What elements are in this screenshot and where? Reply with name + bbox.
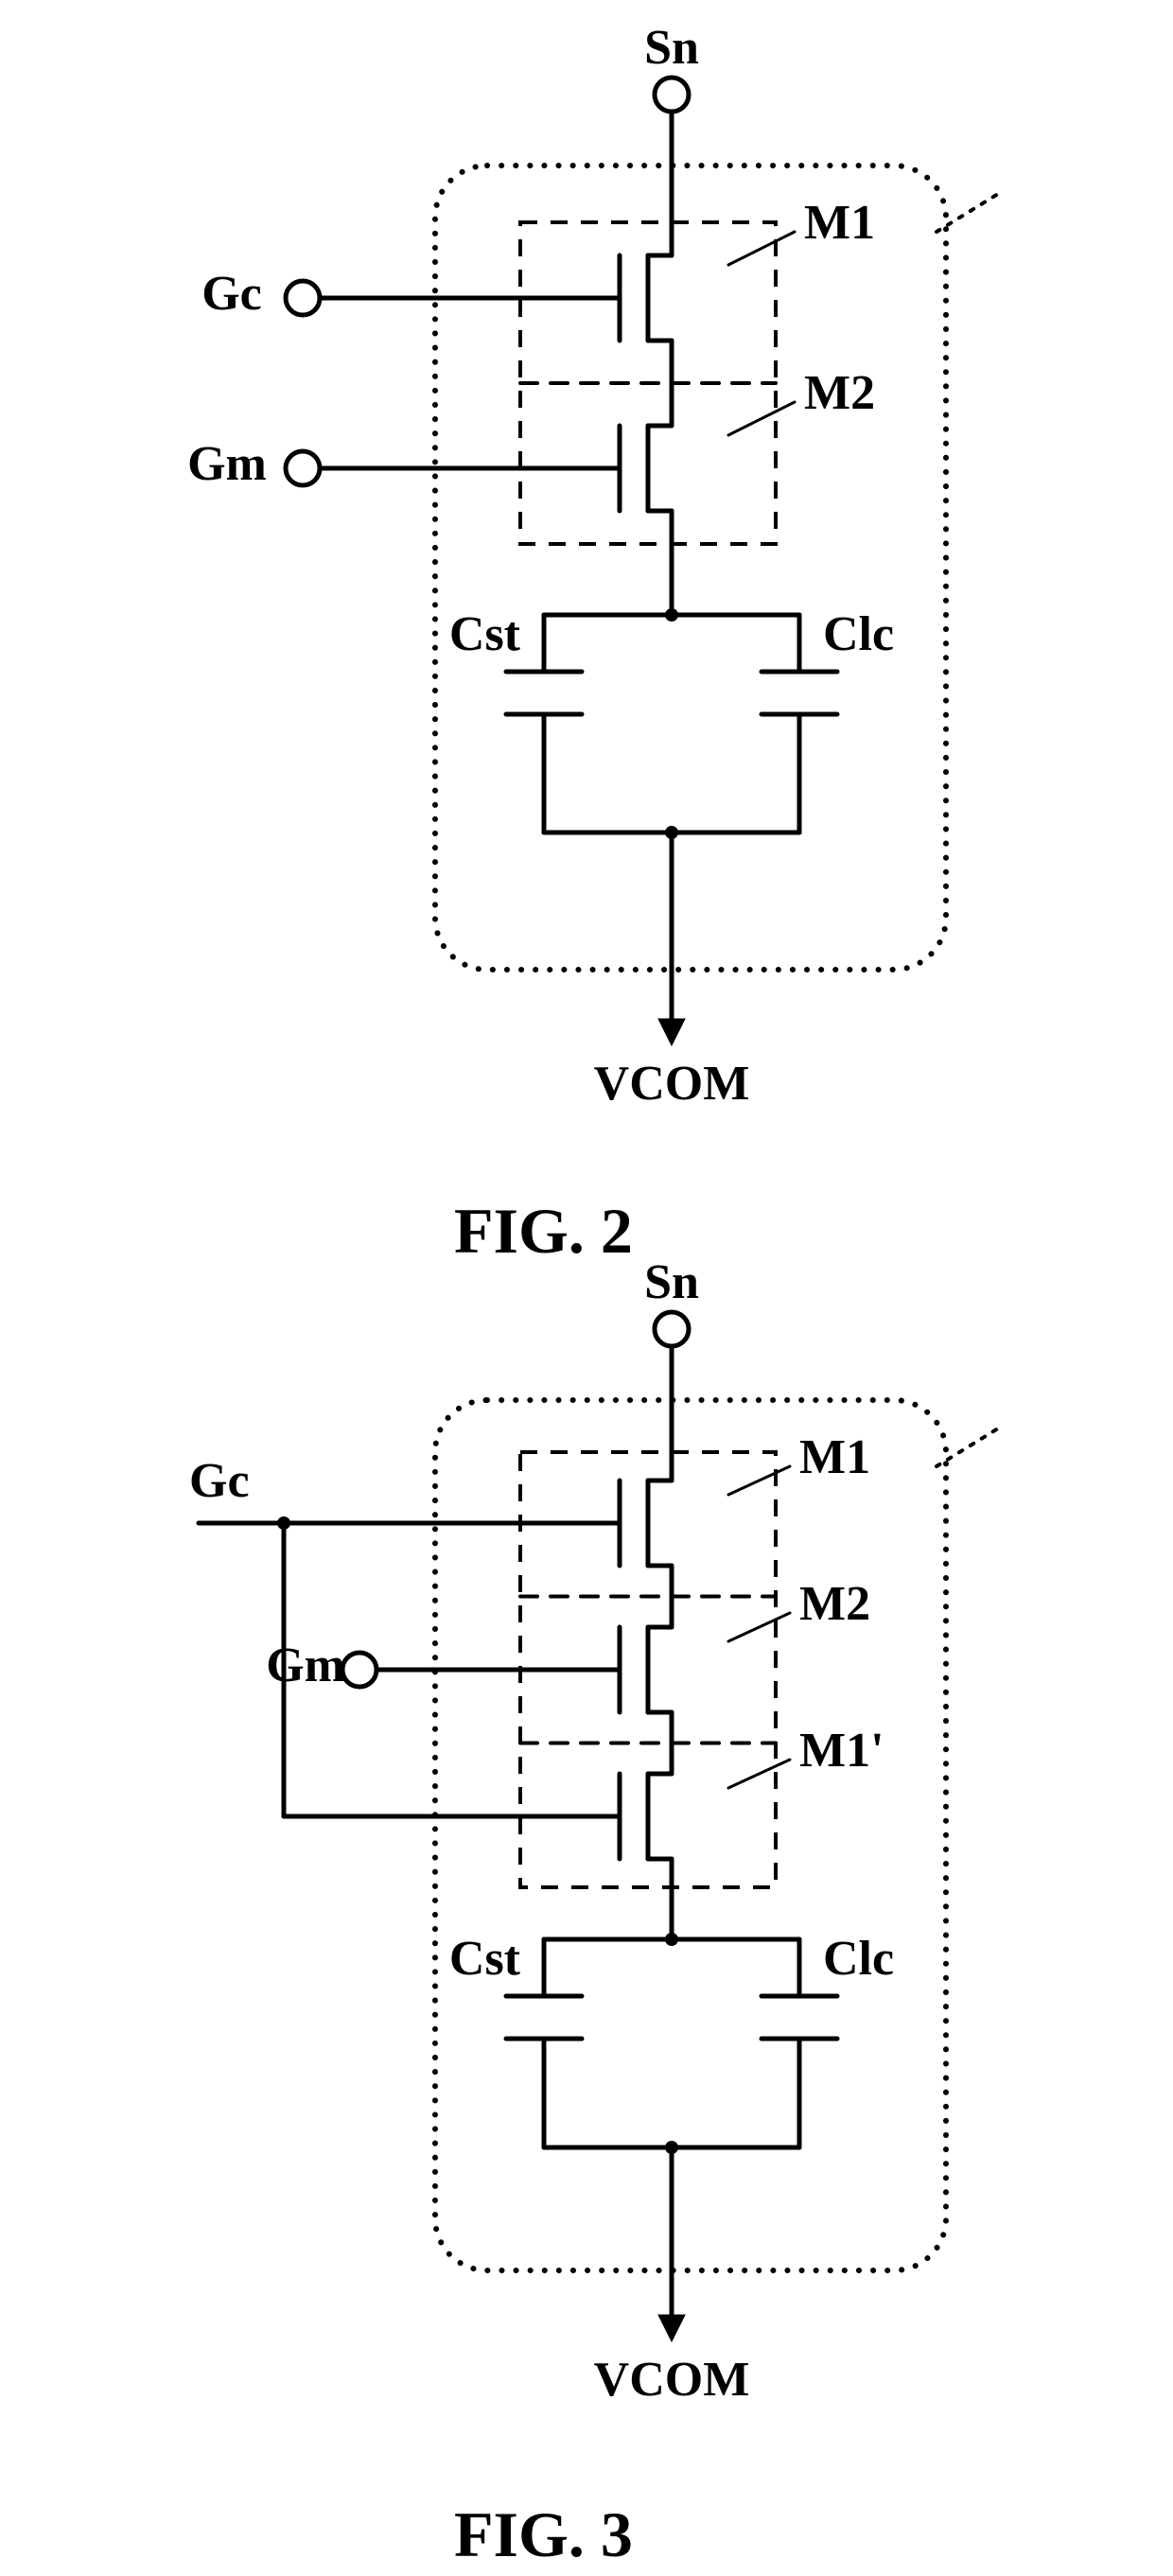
- fig3-caption: FIG. 3: [454, 2497, 633, 2572]
- fig2-svg: SnGcGmM1M2PCstClcVCOM: [170, 9, 1003, 1145]
- svg-text:Gc: Gc: [189, 1454, 250, 1508]
- svg-text:Cst: Cst: [449, 607, 521, 661]
- svg-text:Gm: Gm: [187, 437, 267, 491]
- svg-text:Cst: Cst: [449, 1932, 521, 1986]
- svg-text:Gc: Gc: [201, 267, 262, 321]
- svg-text:Gm: Gm: [266, 1638, 345, 1692]
- svg-text:VCOM: VCOM: [594, 2353, 750, 2407]
- svg-text:Sn: Sn: [644, 1255, 699, 1309]
- svg-text:M1: M1: [804, 196, 875, 250]
- svg-text:M2: M2: [799, 1577, 870, 1631]
- svg-text:M1: M1: [799, 1430, 870, 1484]
- svg-text:M1': M1': [799, 1724, 884, 1778]
- svg-text:Clc: Clc: [823, 1932, 894, 1986]
- svg-text:VCOM: VCOM: [594, 1057, 750, 1111]
- svg-text:M2: M2: [804, 366, 875, 420]
- svg-text:Sn: Sn: [644, 21, 699, 75]
- svg-text:Clc: Clc: [823, 607, 894, 661]
- fig3-svg: SnGcGmM1M2M1'PCstClcVCOM: [123, 1249, 1003, 2441]
- page: SnGcGmM1M2PCstClcVCOM FIG. 2 SnGcGmM1M2M…: [0, 0, 1173, 2576]
